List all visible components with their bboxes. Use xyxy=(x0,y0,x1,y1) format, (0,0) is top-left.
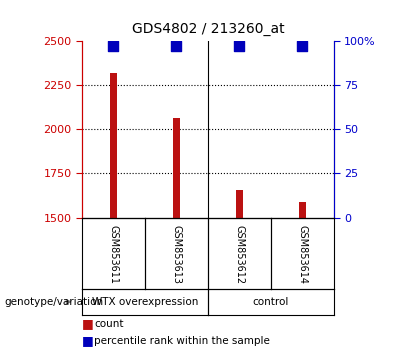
Text: GSM853614: GSM853614 xyxy=(297,225,307,284)
Text: WTX overexpression: WTX overexpression xyxy=(92,297,198,307)
Point xyxy=(110,43,117,49)
Point xyxy=(299,43,306,49)
Text: percentile rank within the sample: percentile rank within the sample xyxy=(94,336,270,346)
Text: GSM853612: GSM853612 xyxy=(234,225,244,284)
Point xyxy=(173,43,180,49)
Point xyxy=(236,43,243,49)
Text: GSM853613: GSM853613 xyxy=(171,225,181,284)
Title: GDS4802 / 213260_at: GDS4802 / 213260_at xyxy=(131,22,284,35)
Bar xyxy=(236,190,243,218)
Text: control: control xyxy=(253,297,289,307)
Text: genotype/variation: genotype/variation xyxy=(4,297,103,307)
Text: ■: ■ xyxy=(82,318,94,330)
Text: count: count xyxy=(94,319,124,329)
Text: GSM853611: GSM853611 xyxy=(108,225,118,284)
Bar xyxy=(110,73,117,218)
Bar xyxy=(299,202,306,218)
Text: ■: ■ xyxy=(82,334,94,347)
Bar xyxy=(173,118,180,218)
